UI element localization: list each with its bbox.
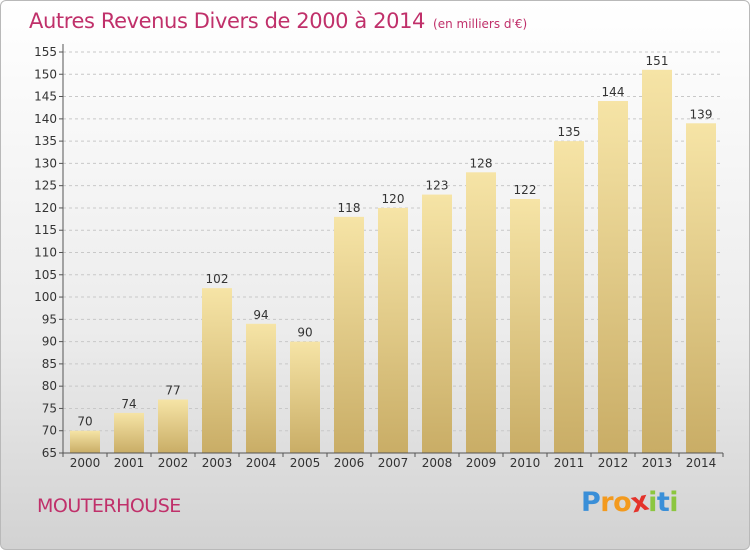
y-tick-label: 75 (42, 401, 57, 415)
y-tick-label: 150 (34, 67, 57, 81)
value-label: 135 (558, 125, 581, 139)
x-tick-label: 2003 (202, 456, 233, 470)
chart-unit: (en milliers d'€) (433, 17, 528, 31)
value-label: 118 (338, 201, 361, 215)
value-label: 77 (165, 384, 180, 398)
y-tick-label: 110 (34, 246, 57, 260)
value-label: 74 (121, 397, 136, 411)
bar (158, 399, 188, 453)
bar (378, 207, 408, 453)
x-tick-labels: 2000 2001 2002 2003 2004 2005 2006 2007 2008 2009… (70, 456, 717, 470)
x-tick-label: 2007 (378, 456, 409, 470)
value-label: 123 (426, 179, 449, 193)
value-label: 94 (253, 308, 268, 322)
value-labels: 70 74 77 102 94 90 118 120 123 128 122 135 144 151 139 (77, 54, 712, 429)
logo-letter: P (581, 487, 601, 518)
y-tick-label: 135 (34, 134, 57, 148)
y-tick-label: 70 (42, 424, 57, 438)
x-tick-label: 2006 (334, 456, 365, 470)
y-tick-label: 95 (42, 312, 57, 326)
y-tick-label: 130 (34, 156, 57, 170)
place-name: MOUTERHOUSE (37, 495, 181, 517)
y-tick-label: 105 (34, 268, 57, 282)
value-label: 128 (470, 156, 493, 170)
logo-letter: t (656, 487, 670, 518)
y-tick-label: 145 (34, 90, 57, 104)
bar (246, 323, 276, 453)
logo-letter: i (669, 487, 679, 518)
chart-title-text: Autres Revenus Divers de 2000 à 2014 (29, 9, 426, 33)
y-tick-label: 155 (34, 45, 57, 59)
value-label: 70 (77, 415, 92, 429)
logo-letter: r (600, 487, 614, 518)
bar (202, 288, 232, 453)
y-tick-label: 120 (34, 201, 57, 215)
x-tick-label: 2000 (70, 456, 101, 470)
bar (334, 216, 364, 453)
y-tick-label: 90 (42, 335, 57, 349)
y-tick-label: 80 (42, 379, 57, 393)
bars (70, 69, 716, 454)
y-tick-label: 100 (34, 290, 57, 304)
x-tick-label: 2013 (642, 456, 673, 470)
chart-title: Autres Revenus Divers de 2000 à 2014 (en … (29, 9, 527, 33)
bar (422, 194, 452, 454)
bar (510, 199, 540, 453)
value-label: 139 (690, 107, 713, 121)
bar (114, 412, 144, 453)
axes (59, 44, 724, 457)
bar (686, 123, 716, 454)
bar (70, 430, 100, 453)
y-tick-label: 115 (34, 223, 57, 237)
y-tick-label: 65 (42, 446, 57, 460)
bar (290, 341, 320, 453)
x-tick-label: 2002 (158, 456, 189, 470)
x-tick-label: 2011 (554, 456, 585, 470)
value-label: 122 (514, 183, 537, 197)
x-tick-label: 2008 (422, 456, 453, 470)
x-tick-label: 2012 (598, 456, 629, 470)
value-label: 90 (297, 326, 312, 340)
x-tick-label: 2005 (290, 456, 321, 470)
logo-letter: o (613, 487, 632, 518)
value-label: 144 (602, 85, 625, 99)
bar (554, 141, 584, 453)
y-tick-label: 85 (42, 357, 57, 371)
y-tick-labels: 65 70 75 80 85 90 95 100 105 110 115 120 125 130 135 14… (34, 45, 57, 460)
bar (598, 101, 628, 453)
x-tick-label: 2009 (466, 456, 497, 470)
x-tick-label: 2010 (510, 456, 541, 470)
bar (642, 69, 672, 454)
logo-letter: i (648, 487, 657, 518)
value-label: 102 (206, 272, 229, 286)
x-tick-label: 2001 (114, 456, 145, 470)
x-tick-label: 2004 (246, 456, 277, 470)
proxiti-logo: Proxiti (581, 486, 679, 520)
value-label: 151 (646, 54, 669, 68)
bar (466, 172, 496, 454)
y-tick-label: 125 (34, 179, 57, 193)
x-tick-label: 2014 (686, 456, 717, 470)
y-tick-label: 140 (34, 112, 57, 126)
value-label: 120 (382, 192, 405, 206)
